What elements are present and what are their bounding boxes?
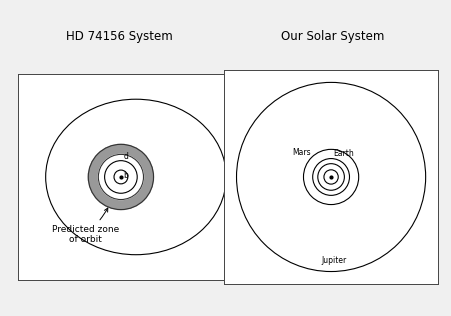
Circle shape	[98, 155, 143, 199]
Circle shape	[88, 144, 153, 210]
Text: HD 74156 System: HD 74156 System	[66, 30, 173, 43]
Text: d: d	[123, 152, 128, 161]
Text: Earth: Earth	[332, 149, 353, 158]
Text: Our Solar System: Our Solar System	[280, 30, 383, 43]
Text: Mars: Mars	[292, 148, 311, 157]
Text: Predicted zone
of orbit: Predicted zone of orbit	[52, 208, 119, 244]
Text: Jupiter: Jupiter	[320, 256, 345, 265]
Text: c: c	[227, 162, 231, 172]
Text: b: b	[123, 171, 127, 180]
